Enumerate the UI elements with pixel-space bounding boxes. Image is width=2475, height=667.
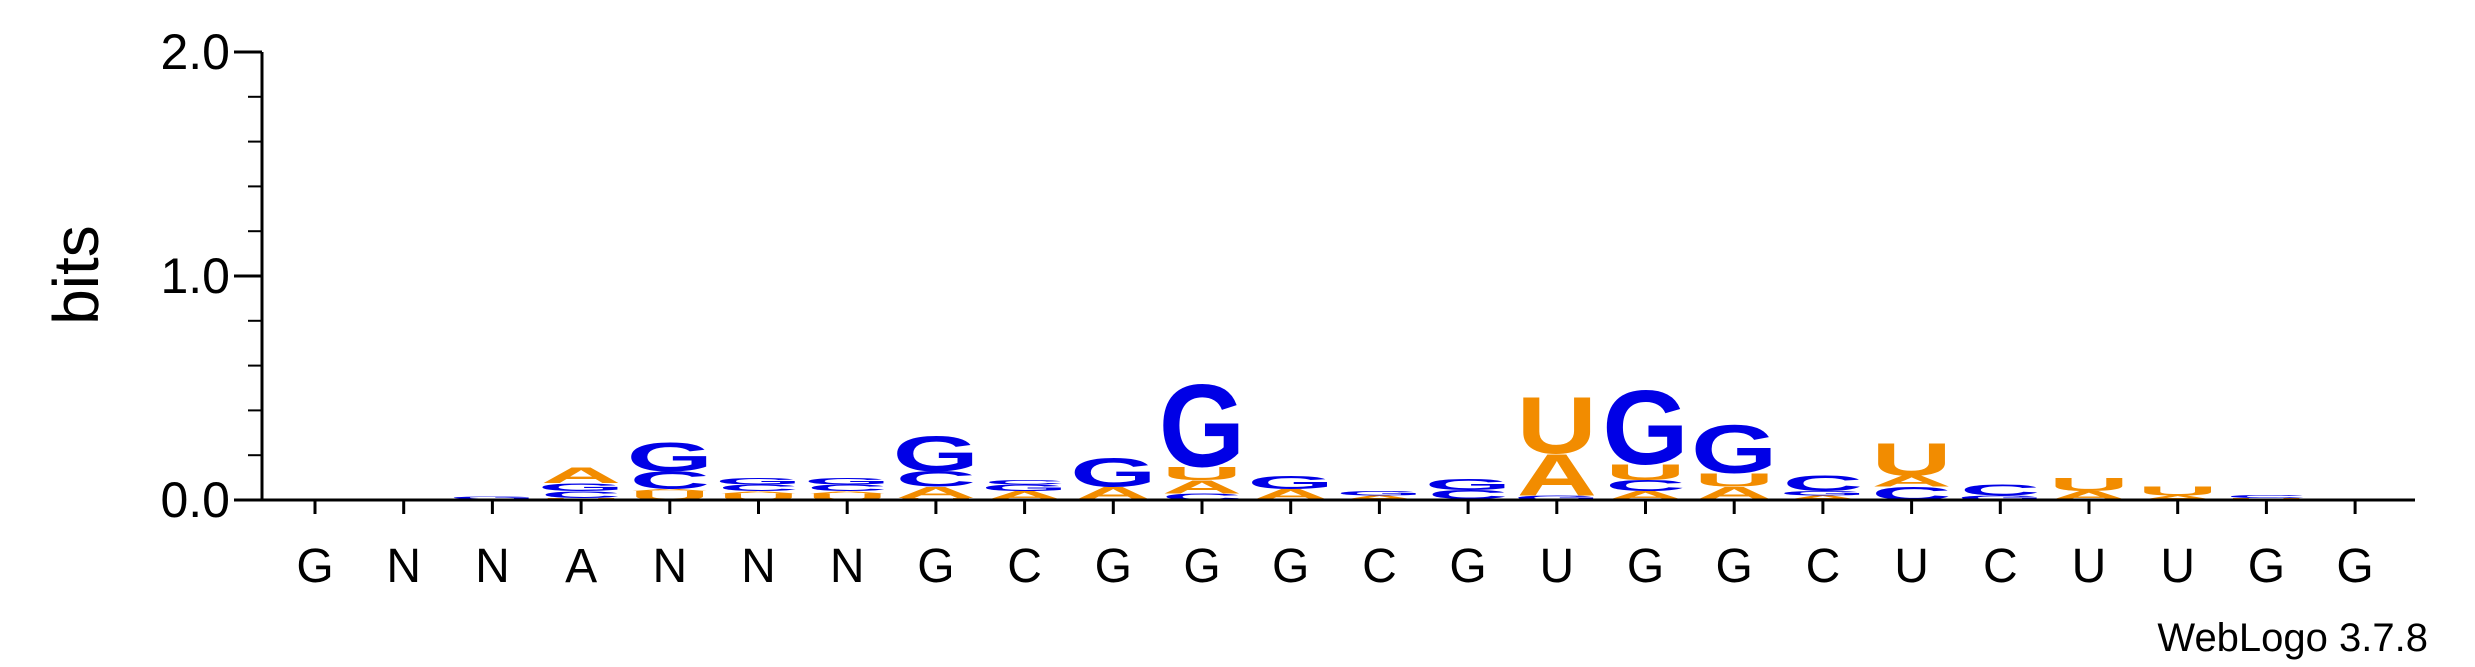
logo-glyph-c: C [1783, 471, 1863, 495]
logo-glyph-a: A [1339, 494, 1419, 501]
position-label: G [2248, 540, 2285, 593]
y-tick-label: 2.0 [160, 24, 230, 80]
logo-glyph-a: A [1871, 472, 1951, 489]
position-label: N [741, 540, 776, 593]
position-label: G [1183, 540, 1220, 593]
logo-glyph-c: C [1960, 481, 2040, 498]
position-label: C [1362, 540, 1397, 593]
logo-glyph-a: A [1783, 494, 1863, 501]
logo-glyph-g: G [804, 476, 890, 486]
position-label: G [1716, 540, 1753, 593]
logo-glyph-g: G [1159, 360, 1245, 492]
logo-glyph-c: C [718, 483, 798, 493]
y-tick-label: 0.0 [160, 472, 230, 528]
logo-glyph-c: C [984, 479, 1064, 486]
position-label: C [1007, 540, 1042, 593]
logo-glyph-u: U [1162, 463, 1242, 484]
logo-glyph-c: C [1605, 477, 1685, 494]
logo-glyph-g: G [1425, 476, 1511, 493]
logo-glyph-c: C [1162, 492, 1242, 502]
logo-glyph-c: C [541, 489, 621, 499]
position-label: C [1806, 540, 1841, 593]
position-label: U [1894, 540, 1929, 593]
logo-glyph-g: G [1780, 490, 1866, 497]
position-label: U [2072, 540, 2107, 593]
position-label: N [830, 540, 865, 593]
logo-glyph-u: U [2049, 474, 2129, 495]
y-tick-label: 1.0 [160, 248, 230, 304]
logo-glyph-g: G [449, 496, 535, 500]
logo-glyph-a: A [896, 484, 976, 501]
logo-glyph-a: A [1162, 476, 1242, 497]
logo-glyph-a: A [630, 488, 710, 491]
logo-glyph-g: G [1691, 411, 1777, 488]
position-label: G [1272, 540, 1309, 593]
logo-glyph-g: G [1957, 494, 2043, 501]
position-label: C [1983, 540, 2018, 593]
logo-glyph-c: C [630, 467, 710, 495]
logo-glyph-u: U [2138, 484, 2218, 498]
position-label: N [475, 540, 510, 593]
logo-glyph-u: U [1871, 434, 1951, 486]
logo-glyph-u: U [807, 492, 887, 502]
position-label: N [386, 540, 421, 593]
logo-glyph-c: C [2226, 494, 2306, 499]
logo-glyph-u: U [1517, 380, 1597, 471]
position-label: A [565, 540, 597, 593]
logo-glyph-layer: CGUCGAUACGUACGUACGUACGAGCAGCAUGAGAGUCGGA… [449, 360, 2306, 508]
logo-glyph-u: U [1694, 470, 1774, 491]
axes-layer: 0.01.02.0G N N A N N N G C G G G C G U G G C U C U U G G [160, 24, 2415, 593]
position-label: U [2160, 540, 2195, 593]
position-label: G [2336, 540, 2373, 593]
logo-glyph-a: A [541, 464, 621, 488]
logo-glyph-g: G [981, 483, 1067, 493]
logo-glyph-a: A [2138, 494, 2218, 501]
logo-glyph-c: C [896, 467, 976, 491]
logo-glyph-g: G [1336, 490, 1422, 497]
logo-glyph-u: U [1605, 460, 1685, 484]
logo-glyph-c: C [1428, 488, 1508, 502]
position-label: G [1627, 540, 1664, 593]
logo-glyph-c: C [807, 483, 887, 493]
position-label: U [1539, 540, 1574, 593]
logo-glyph-g: G [627, 434, 713, 479]
logo-glyph-g: G [1514, 494, 1600, 501]
logo-glyph-g: G [1247, 472, 1333, 493]
y-axis-title: bits [40, 225, 112, 325]
logo-glyph-g: G [1602, 369, 1688, 487]
logo-glyph-g: G [1070, 450, 1156, 495]
logo-glyph-a: A [807, 490, 887, 493]
logo-glyph-a: A [718, 490, 798, 493]
logo-glyph-g: G [893, 426, 979, 482]
logo-glyph-g: G [715, 476, 801, 486]
logo-glyph-u: U [718, 492, 798, 502]
logo-glyph-a: A [1517, 442, 1597, 508]
position-label: G [1095, 540, 1132, 593]
position-label: G [296, 540, 333, 593]
weblogo-credit: WebLogo 3.7.8 [2157, 616, 2428, 660]
position-label: N [652, 540, 687, 593]
position-label: G [1449, 540, 1486, 593]
logo-glyph-g: G [538, 481, 624, 493]
position-label: G [917, 540, 954, 593]
